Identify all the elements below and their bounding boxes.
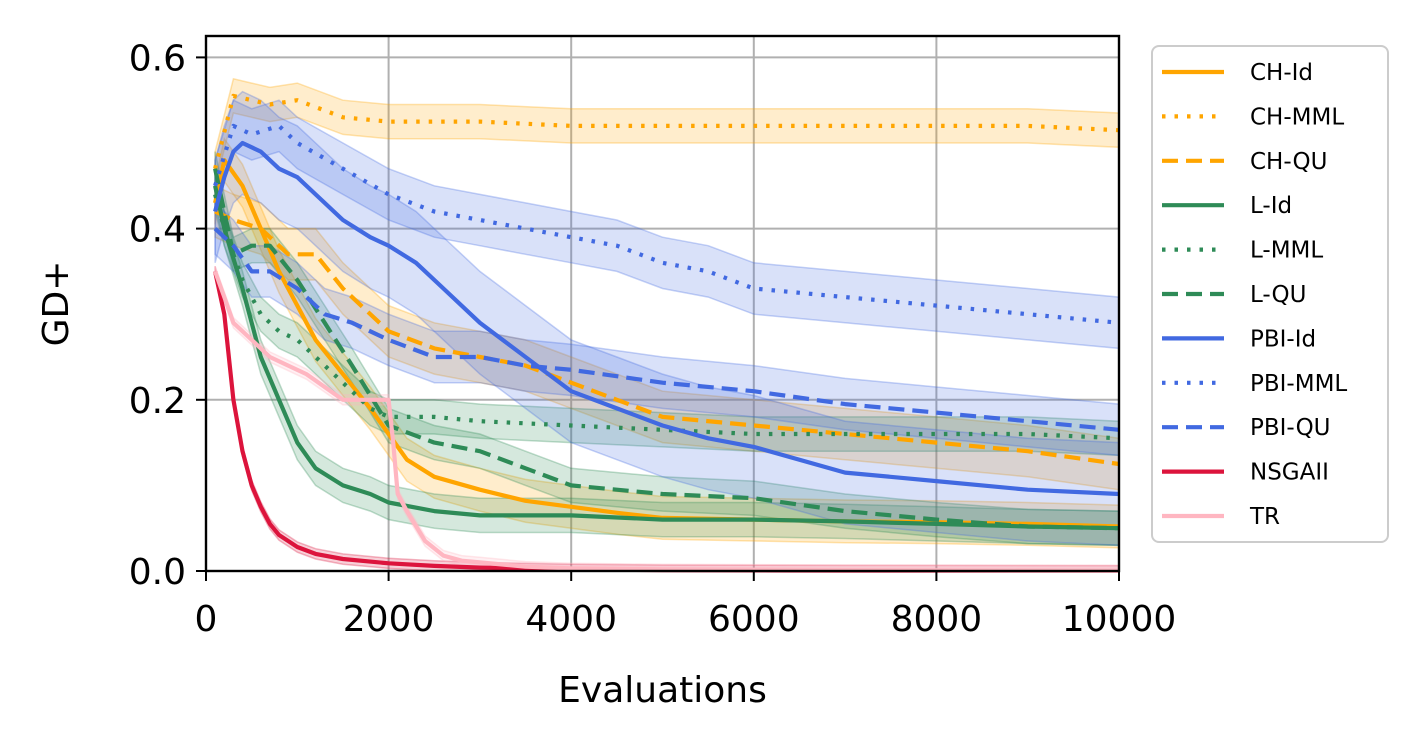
x-tick-label-1: 2000 [343,599,435,640]
y-axis-title: GD+ [36,261,77,347]
line-l-id [213,185,1120,531]
legend-label-l-mml: L-MML [1250,238,1323,264]
x-tick-label-2: 4000 [525,599,617,640]
line-tr [213,270,1120,573]
legend-label-pbi-id: PBI-Id [1250,326,1316,352]
legend-label-ch-qu: CH-QU [1250,149,1327,175]
x-axis-ticks: 0 2000 4000 6000 8000 10000 [195,571,1177,640]
legend: CH-Id CH-MML CH-QU L-Id L-MML L-QU PBI-Id PBI-M… [1151,45,1389,543]
legend-label-tr: TR [1249,504,1280,530]
x-tick-label-3: 6000 [708,599,800,640]
y-tick-label-1: 0.2 [129,381,186,422]
x-tick-label-5: 10000 [1062,599,1177,640]
series-lines [213,93,1120,573]
y-tick-label-2: 0.4 [129,210,186,251]
line-pbi-id [213,140,1120,497]
x-tick-label-4: 8000 [891,599,983,640]
legend-label-l-qu: L-QU [1250,282,1307,308]
y-axis-ticks: 0.0 0.2 0.4 0.6 [129,38,206,593]
legend-label-l-id: L-Id [1250,193,1292,219]
line-l-mml [213,193,1120,441]
x-tick-label-0: 0 [195,599,218,640]
line-ch-qu [214,209,1120,467]
legend-label-ch-mml: CH-MML [1250,104,1344,130]
legend-label-pbi-mml: PBI-MML [1250,371,1347,397]
line-ch-mml [213,93,1120,170]
x-axis-title: Evaluations [558,670,767,711]
y-tick-label-0: 0.0 [129,552,186,593]
legend-label-pbi-qu: PBI-QU [1250,415,1331,441]
legend-label-ch-id: CH-Id [1250,60,1313,86]
y-tick-label-3: 0.6 [129,38,186,79]
legend-label-nsgaii: NSGAII [1250,460,1329,486]
line-l-qu [213,168,1120,531]
plot-frame [204,34,1121,573]
legend-box [1151,45,1389,543]
